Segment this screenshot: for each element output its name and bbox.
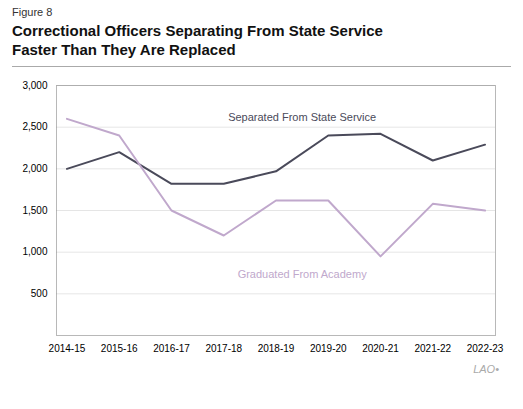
svg-text:1,000: 1,000 (22, 246, 47, 257)
svg-text:Separated From State Service: Separated From State Service (228, 111, 376, 123)
html-text:LAO•: LAO• (473, 362, 499, 375)
svg-text:2020-21: 2020-21 (362, 342, 399, 353)
html-text:Figure 8: Figure 8 (12, 6, 53, 18)
svg-text:500: 500 (31, 288, 48, 299)
svg-text:2,000: 2,000 (22, 163, 47, 174)
svg-text:2015-16: 2015-16 (101, 342, 138, 353)
svg-text:2016-17: 2016-17 (153, 342, 190, 353)
svg-text:2021-22: 2021-22 (414, 342, 451, 353)
svg-text:1,500: 1,500 (22, 204, 47, 215)
svg-text:Graduated From Academy: Graduated From Academy (238, 267, 368, 279)
svg-text:2,500: 2,500 (22, 121, 47, 132)
svg-text:2019-20: 2019-20 (310, 342, 347, 353)
html-text:Correctional Officers Separati: Correctional Officers Separating From St… (12, 22, 383, 58)
svg-text:2022-23: 2022-23 (467, 342, 504, 353)
svg-text:2017-18: 2017-18 (205, 342, 242, 353)
svg-text:2018-19: 2018-19 (258, 342, 295, 353)
svg-text:3,000: 3,000 (22, 79, 47, 90)
svg-text:2014-15: 2014-15 (49, 342, 86, 353)
